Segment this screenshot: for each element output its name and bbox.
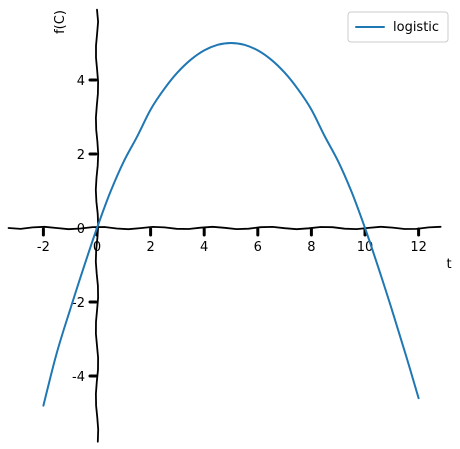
- legend-box: [347, 11, 449, 43]
- legend: logistic: [347, 11, 449, 43]
- x-tick-label: 0: [93, 240, 101, 255]
- y-tick-label: 0: [77, 222, 85, 237]
- x-tick-label: 6: [254, 240, 262, 255]
- legend-label: logistic: [393, 20, 439, 35]
- x-tick-label: 8: [307, 240, 315, 255]
- y-tick-label: -4: [72, 370, 85, 385]
- x-tick-label: 12: [410, 240, 427, 255]
- x-tick-label: 4: [200, 240, 208, 255]
- y-axis-label: f(C): [53, 10, 68, 34]
- x-tick-label: 2: [146, 240, 154, 255]
- x-tick-label: 10: [357, 240, 374, 255]
- series-line-logistic: [42, 42, 420, 407]
- plot-area: [42, 42, 420, 407]
- y-tick-label: -2: [72, 296, 85, 311]
- x-axis-label: t: [446, 257, 451, 272]
- x-tick-label: -2: [37, 240, 50, 255]
- ticks: -2 0 2 4 6 8 10 12 -4 -2 0 2 4: [37, 74, 427, 385]
- x-axis-line: [7, 225, 442, 231]
- y-tick-label: 4: [77, 74, 85, 89]
- y-tick-label: 2: [77, 148, 85, 163]
